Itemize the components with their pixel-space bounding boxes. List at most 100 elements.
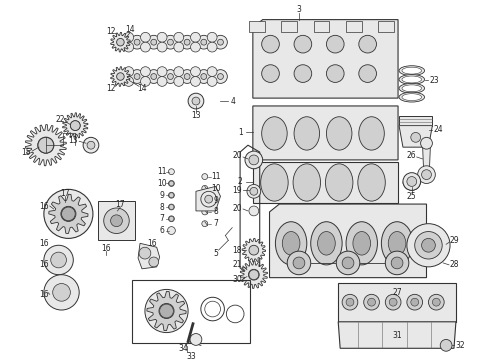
Circle shape (159, 303, 174, 319)
Circle shape (71, 121, 80, 130)
Circle shape (118, 39, 123, 45)
Circle shape (214, 35, 227, 49)
Circle shape (201, 39, 207, 45)
Circle shape (164, 35, 177, 49)
Text: 9: 9 (213, 195, 218, 204)
Text: 14: 14 (125, 25, 135, 34)
Circle shape (421, 238, 435, 252)
Circle shape (342, 294, 358, 310)
Text: 16: 16 (39, 239, 49, 248)
Polygon shape (138, 243, 160, 269)
Circle shape (62, 207, 75, 221)
Circle shape (53, 284, 71, 301)
Circle shape (151, 39, 157, 45)
Circle shape (38, 138, 54, 153)
Circle shape (432, 298, 440, 306)
Circle shape (218, 73, 223, 80)
Circle shape (124, 67, 134, 77)
Circle shape (364, 294, 379, 310)
Circle shape (141, 42, 150, 52)
Circle shape (207, 32, 217, 42)
Polygon shape (253, 106, 398, 160)
Circle shape (385, 251, 409, 275)
Circle shape (141, 77, 150, 86)
Circle shape (169, 169, 174, 175)
Ellipse shape (261, 164, 288, 201)
Text: 2: 2 (238, 177, 243, 186)
Circle shape (157, 77, 167, 86)
Circle shape (114, 69, 127, 84)
Circle shape (202, 209, 208, 215)
Circle shape (180, 35, 194, 49)
Ellipse shape (311, 222, 342, 265)
Circle shape (294, 35, 312, 53)
Polygon shape (25, 125, 66, 166)
Bar (132, 280, 250, 343)
Text: 16: 16 (147, 239, 157, 248)
Text: 32: 32 (455, 341, 465, 350)
Circle shape (249, 270, 259, 280)
Text: 16: 16 (101, 244, 111, 253)
Circle shape (157, 32, 167, 42)
Text: 13: 13 (191, 111, 201, 120)
Ellipse shape (399, 92, 424, 102)
Circle shape (149, 257, 159, 267)
Circle shape (202, 221, 208, 227)
Circle shape (174, 77, 184, 86)
Circle shape (134, 73, 140, 80)
Text: 9: 9 (159, 191, 164, 200)
Circle shape (287, 251, 311, 275)
Circle shape (169, 216, 174, 221)
Ellipse shape (399, 84, 424, 93)
Circle shape (428, 294, 444, 310)
Circle shape (145, 289, 188, 333)
Text: 11: 11 (157, 167, 167, 176)
Circle shape (250, 188, 258, 195)
Circle shape (368, 298, 375, 306)
Circle shape (411, 298, 418, 306)
Text: 29: 29 (449, 236, 459, 245)
Bar (338, 283, 456, 322)
Ellipse shape (381, 222, 413, 265)
Text: 15: 15 (22, 148, 31, 157)
Circle shape (174, 42, 184, 52)
Text: 21: 21 (232, 260, 242, 269)
Circle shape (197, 35, 211, 49)
Text: 12: 12 (106, 84, 115, 93)
Circle shape (191, 67, 200, 77)
Text: 26: 26 (407, 150, 416, 159)
Circle shape (157, 67, 167, 77)
Circle shape (249, 206, 259, 216)
Text: 20: 20 (232, 204, 242, 213)
Circle shape (214, 69, 227, 84)
Circle shape (164, 69, 177, 84)
Circle shape (293, 257, 305, 269)
Circle shape (417, 166, 435, 184)
Circle shape (168, 227, 175, 234)
Ellipse shape (388, 231, 406, 255)
Circle shape (71, 121, 80, 130)
Text: 30: 30 (232, 275, 242, 284)
Circle shape (160, 304, 173, 318)
Text: 22: 22 (56, 115, 65, 124)
Text: 8: 8 (159, 203, 164, 212)
Ellipse shape (325, 164, 353, 201)
Circle shape (359, 65, 376, 82)
Polygon shape (338, 322, 456, 348)
Circle shape (169, 193, 174, 198)
Circle shape (407, 224, 450, 267)
Text: 28: 28 (449, 260, 459, 269)
Circle shape (407, 294, 422, 310)
Circle shape (169, 192, 174, 198)
Circle shape (245, 151, 263, 169)
Text: 33: 33 (186, 352, 196, 360)
Circle shape (201, 73, 207, 80)
Circle shape (247, 184, 261, 198)
Circle shape (168, 39, 173, 45)
Text: 10: 10 (211, 184, 220, 193)
Bar (314, 21, 329, 32)
Circle shape (174, 32, 184, 42)
Circle shape (124, 42, 134, 52)
Circle shape (184, 73, 190, 80)
Text: 31: 31 (392, 331, 402, 340)
